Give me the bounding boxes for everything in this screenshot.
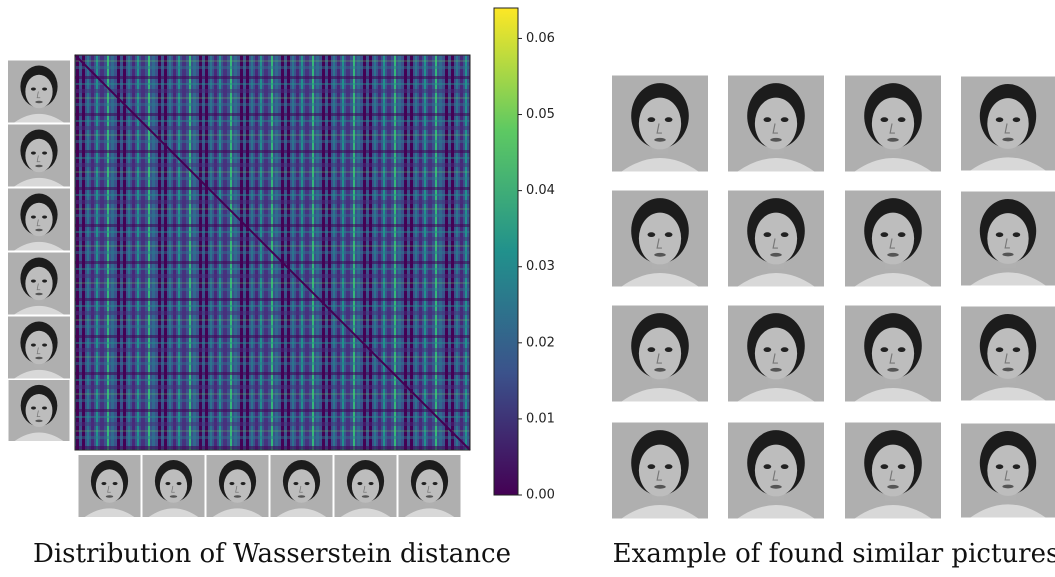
colorbar-tick-label: 0.00	[526, 488, 555, 503]
column-faces	[78, 455, 461, 517]
caption: Example of found similar pictures	[613, 539, 1055, 569]
colorbar-tick-label: 0.05	[526, 107, 555, 122]
colorbar-tick-label: 0.04	[526, 183, 555, 198]
colorbar-tick-label: 0.06	[526, 31, 555, 46]
colorbar-tick-label: 0.01	[526, 411, 555, 426]
colorbar-tick-label: 0.03	[526, 259, 555, 274]
row-faces	[8, 60, 70, 441]
similar-faces-grid	[612, 75, 1055, 519]
heatmap	[74, 54, 471, 451]
caption: Distribution of Wasserstein distance	[33, 539, 511, 569]
colorbar-tick-label: 0.02	[526, 335, 555, 350]
colorbar	[493, 7, 519, 496]
